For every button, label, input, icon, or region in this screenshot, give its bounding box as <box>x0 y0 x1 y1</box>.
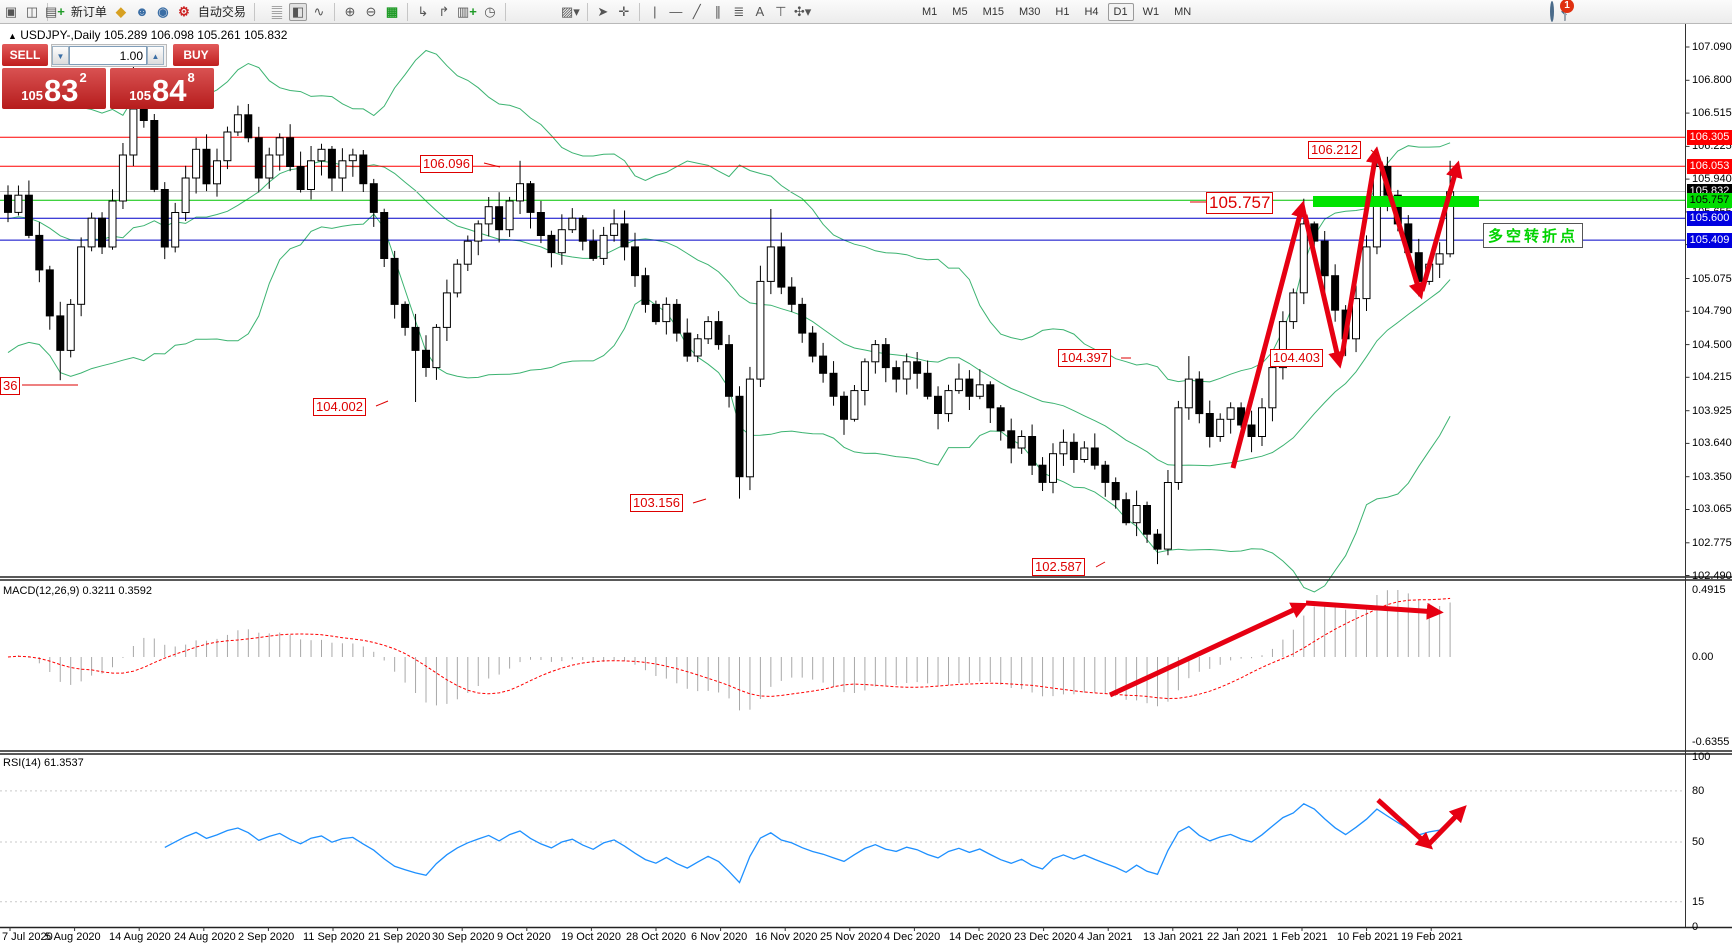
cursor-icon[interactable]: ➤ <box>597 3 609 19</box>
add-indicator-icon[interactable]: ▥ + <box>457 3 477 20</box>
auto-trading-button[interactable]: 自动交易 <box>197 5 246 19</box>
rsi-trend-arrow[interactable] <box>1376 798 1434 850</box>
timeframe-H1[interactable]: H1 <box>1055 5 1070 18</box>
symbol-period-label: USDJPY-,Daily <box>20 28 101 42</box>
equidistant-channel-icon[interactable]: ∥ <box>714 3 722 19</box>
line-chart-type-icon[interactable]: ∿ <box>313 3 325 19</box>
volume-decrease-button[interactable]: ▼ <box>52 46 69 65</box>
indicators-list-icon[interactable]: ↱ <box>438 3 450 19</box>
timeframe-M1[interactable]: M1 <box>922 5 938 18</box>
arrows-icon[interactable]: ✣▾ <box>793 3 812 19</box>
green-highlight-bar[interactable] <box>1313 196 1479 207</box>
macd-trend-arrow[interactable] <box>1108 602 1309 698</box>
text-label-icon[interactable]: ⊤ <box>775 3 787 19</box>
annotation-connector <box>1370 149 1379 157</box>
toolbar-separator <box>504 2 506 21</box>
horizontal-line-icon[interactable]: — <box>669 4 683 19</box>
bar-chart-type-icon[interactable]: 𝄛 <box>271 3 283 19</box>
timeframe-W1[interactable]: W1 <box>1142 5 1160 18</box>
toolbar-separator <box>253 2 255 21</box>
tile-windows-icon[interactable]: ▦ <box>385 3 399 19</box>
buy-price-prefix: 105 <box>129 88 151 103</box>
toolbar-separator <box>47 2 48 21</box>
notification-badge: 1 <box>1560 0 1574 13</box>
toolbar-separator <box>407 2 408 21</box>
volume-increase-button[interactable]: ▲ <box>147 46 164 65</box>
signal-icon[interactable]: ◉ <box>157 3 169 19</box>
buy-price-button[interactable]: 105 84 8 <box>110 68 214 109</box>
annotation-connector <box>375 400 389 407</box>
chart-profile-icon[interactable]: ▨▾ <box>561 3 580 19</box>
buy-price-big: 84 <box>151 73 187 108</box>
trendline-icon[interactable]: ╱ <box>692 3 701 19</box>
chat-icon[interactable]: 1 <box>1560 0 1574 21</box>
ohlc-values: 105.289 106.098 105.261 105.832 <box>103 28 288 42</box>
text-icon[interactable]: A <box>755 4 765 19</box>
zoom-in-icon[interactable]: ⊕ <box>344 3 356 19</box>
timeframe-H4[interactable]: H4 <box>1084 5 1099 18</box>
macd-trend-arrow[interactable] <box>1305 600 1444 620</box>
timeframe-M5[interactable]: M5 <box>952 5 968 18</box>
sell-price-prefix: 105 <box>21 88 43 103</box>
horizontal-lines[interactable] <box>0 136 1686 241</box>
sell-price-button[interactable]: 105 83 2 <box>2 68 106 109</box>
period-clock-icon[interactable]: ◷ <box>484 3 496 19</box>
annotation-connector <box>1095 561 1106 568</box>
macd-histogram <box>17 590 1451 711</box>
timeframe-group: M1 M5 M15 M30 H1 H4 D1 W1 MN <box>916 0 1197 23</box>
volume-control: ▼ 1.00 ▲ <box>51 44 167 67</box>
crosshair-icon[interactable]: ✛ <box>618 3 630 19</box>
new-order-button[interactable]: 新订单 <box>70 5 107 19</box>
chart-window-icon[interactable]: ▣ <box>4 3 18 19</box>
indicators-icon[interactable]: ↳ <box>417 3 429 19</box>
new-order-icon[interactable]: ▤ + <box>45 3 65 20</box>
gem-icon[interactable]: ◆ <box>115 3 126 19</box>
search-icon[interactable] <box>1550 0 1554 22</box>
toolbar-separator <box>334 2 335 21</box>
rsi-label: RSI(14) 61.3537 <box>3 757 84 769</box>
rsi-trend-arrow[interactable] <box>1426 805 1467 847</box>
market-watch-icon[interactable]: ◫ <box>25 3 39 19</box>
annotation-connector <box>692 498 707 504</box>
toolbar-separator <box>638 2 640 21</box>
candlesticks <box>4 64 1455 565</box>
toolbar-separator <box>586 2 588 21</box>
sell-price-pip: 2 <box>79 70 87 85</box>
buy-button[interactable]: BUY <box>173 44 219 66</box>
collapse-arrow-icon[interactable]: ▲ <box>8 31 17 41</box>
macd-label: MACD(12,26,9) 0.3211 0.3592 <box>3 585 152 597</box>
timeframe-M30[interactable]: M30 <box>1018 5 1041 18</box>
sell-button[interactable]: SELL <box>2 44 48 66</box>
one-click-trade-panel: SELL ▼ 1.00 ▲ BUY 105 83 2 105 84 8 <box>2 44 219 109</box>
turning-point-label[interactable]: 多空转折点 <box>1483 223 1584 248</box>
chart-title: ▲ USDJPY-,Daily 105.289 106.098 105.261 … <box>8 28 287 42</box>
macd-signal-line <box>7 597 1451 700</box>
trend-zigzag-arrows[interactable] <box>1230 146 1463 469</box>
timeframe-D1[interactable]: D1 <box>1107 2 1134 21</box>
auto-trading-icon[interactable]: ⚙ <box>178 3 190 19</box>
buy-price-pip: 8 <box>187 70 195 85</box>
volume-input[interactable]: 1.00 <box>69 46 147 65</box>
toolbar: ▣ ◫ ▤ + 新订单 ◆ ☻ ◉ ⚙ 自动交易 𝄛 ◧ ∿ ⊕ ⊖ ▦ ↳ ↱ … <box>0 0 1732 24</box>
annotation-connector <box>483 162 501 168</box>
timeframe-M15[interactable]: M15 <box>982 5 1004 18</box>
sell-price-big: 83 <box>43 73 79 108</box>
fibonacci-icon[interactable]: ≣ <box>733 3 745 19</box>
candlestick-chart-type-icon[interactable]: ◧ <box>289 2 307 21</box>
rsi-line <box>164 803 1451 884</box>
publish-icon[interactable]: ☻ <box>135 4 149 19</box>
vertical-line-icon[interactable]: | <box>653 4 657 19</box>
zoom-out-icon[interactable]: ⊖ <box>365 3 377 19</box>
timeframe-MN[interactable]: MN <box>1174 5 1192 18</box>
